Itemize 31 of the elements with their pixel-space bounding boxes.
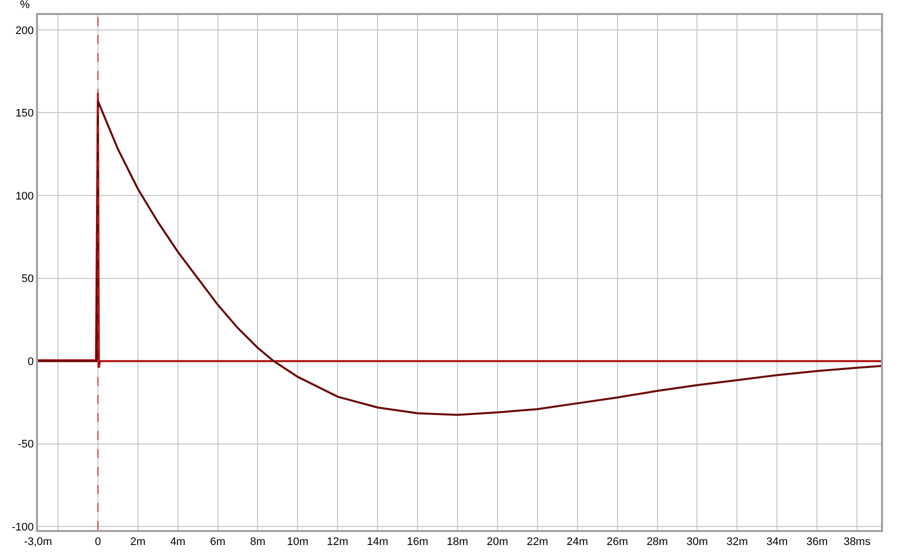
x-tick-label: 28m [646, 536, 668, 548]
y-tick-label: 200 [15, 24, 34, 37]
x-tick-label: 18m [446, 536, 468, 548]
y-tick-label: -100 [12, 522, 34, 534]
x-tick-label: 24m [566, 536, 588, 548]
x-tick-label: -3,0m [24, 536, 52, 548]
x-tick-label: 36m [806, 536, 828, 548]
x-tick-label: 30m [686, 536, 708, 548]
x-tick-label: 26m [606, 536, 628, 548]
line-series [38, 92, 881, 369]
x-tick-label: 32m [726, 536, 748, 548]
x-tick-label: 20m [486, 536, 508, 548]
x-tick-label: 2m [130, 536, 146, 548]
y-tick-label: 0 [28, 356, 34, 368]
y-tick-label: 100 [15, 190, 34, 202]
x-tick-label: 0 [94, 536, 101, 548]
x-tick-label: 22m [526, 536, 548, 548]
y-tick-label: -50 [18, 438, 34, 451]
x-tick-label: 8m [250, 536, 266, 548]
x-tick-label: 34m [766, 536, 788, 548]
x-tick-label: 14m [366, 536, 388, 548]
x-tick-label: 38ms [844, 536, 871, 548]
line-series [38, 100, 881, 416]
y-axis-title: % [20, 0, 30, 11]
x-tick-label: 10m [286, 536, 308, 548]
x-tick-label: 4m [170, 536, 186, 548]
y-tick-label: 150 [15, 108, 34, 120]
x-tick-label: 6m [210, 536, 226, 548]
x-tick-label: 16m [406, 536, 428, 548]
y-tick-label: 50 [22, 273, 34, 286]
x-tick-label: 12m [326, 536, 348, 548]
